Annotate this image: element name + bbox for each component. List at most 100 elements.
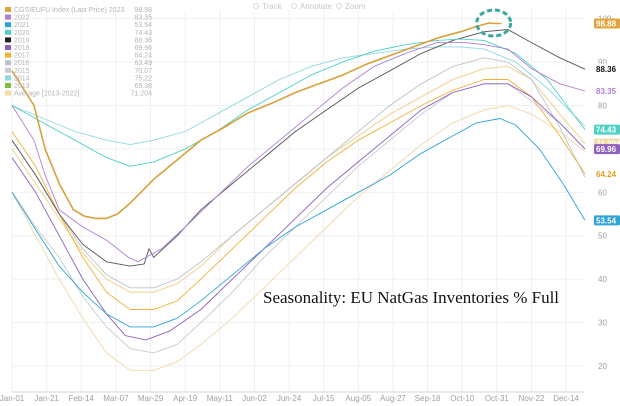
value-badge-text: 74.43	[596, 126, 617, 135]
value-badge-box	[594, 168, 620, 179]
legend-value: 70.07	[134, 68, 152, 75]
value-badge: 98.88	[594, 18, 620, 29]
legend-value: 75.22	[134, 75, 152, 82]
series-line-2023	[11, 22, 502, 220]
value-badge-box	[594, 144, 620, 155]
legend-label: Average [2013-2022]	[14, 91, 79, 98]
value-badge: 88.36	[594, 64, 620, 75]
y-tick-label: 80	[598, 102, 607, 111]
legend-label: 2022	[14, 15, 30, 22]
x-tick-label: Aug-27	[380, 394, 406, 403]
toolbar-label: Annotate	[300, 2, 333, 11]
legend-label: 2015	[14, 68, 30, 75]
legend-label: 2013	[14, 83, 30, 90]
legend-item: 2022 83.35	[5, 14, 152, 22]
legend-swatch	[5, 22, 11, 28]
legend-item: 2017 64.24	[5, 52, 152, 60]
legend-label: CGSIEUFU Index (Last Price) 2023	[14, 7, 125, 14]
toolbar-track[interactable]: Track	[253, 2, 283, 11]
legend-label: 2019	[14, 37, 30, 44]
series-line-2019	[11, 29, 586, 267]
toolbar-icon	[336, 3, 342, 9]
x-tick-label: May-11	[207, 394, 234, 403]
x-tick-label: Dec-14	[553, 394, 579, 403]
toolbar-icon	[253, 3, 259, 9]
legend-swatch	[5, 67, 11, 73]
x-tick-label: Sep-18	[415, 394, 441, 403]
x-tick-label: Mar-29	[138, 394, 164, 403]
value-badge-text: 88.36	[596, 65, 617, 74]
legend-swatch	[5, 60, 11, 66]
highlight-circle	[475, 8, 513, 38]
x-tick-label: Jun-02	[242, 394, 267, 403]
value-badge-box	[594, 215, 620, 226]
series-line-2021	[11, 118, 586, 328]
legend-label: 2021	[14, 22, 30, 29]
y-tick-label: 60	[598, 188, 607, 197]
series-line-2017	[11, 79, 586, 310]
x-tick-label: Jul-15	[313, 394, 335, 403]
chart-toolbar: Track Annotate Zoom	[253, 2, 366, 11]
legend-swatch	[5, 83, 11, 88]
legend-swatch	[5, 52, 11, 58]
series-line-2016	[11, 57, 586, 289]
y-tick-label: 90	[598, 58, 607, 67]
legend-value: 64.24	[134, 53, 152, 60]
series-lines	[11, 22, 586, 371]
series-line-2020	[11, 38, 586, 167]
toolbar-zoom[interactable]: Zoom	[336, 2, 366, 11]
value-badge-text: 69.96	[596, 145, 617, 154]
chart-annotation: Seasonality: EU NatGas Inventories % Ful…	[263, 288, 559, 307]
legend-item: 2020 74.43	[5, 29, 152, 37]
legend-swatch	[5, 29, 11, 35]
value-badge-text: 83.35	[596, 87, 617, 96]
legend-value: 71.204	[131, 91, 153, 98]
legend-swatch	[5, 75, 11, 81]
toolbar-icon	[291, 3, 297, 9]
toolbar-label: Zoom	[345, 2, 366, 11]
x-tick-label: Apr-19	[173, 394, 198, 403]
x-tick-label: Jun-24	[277, 394, 302, 403]
legend-swatch	[5, 14, 11, 20]
value-badge: 69.96	[594, 144, 620, 155]
legend-value: 74.43	[134, 30, 152, 37]
series-line-2013	[11, 105, 586, 371]
value-badge-box	[594, 124, 620, 135]
y-tick-label: 40	[598, 275, 607, 284]
legend-item: CGSIEUFU Index (Last Price) 2023 98.88	[5, 7, 152, 14]
legend-item: Average [2013-2022] 71.204	[5, 90, 153, 98]
legend-label: 2016	[14, 60, 30, 67]
legend-swatch	[5, 90, 11, 96]
legend-item: 2021 53.54	[5, 22, 152, 29]
legend-value: 53.54	[134, 22, 152, 29]
legend-swatch	[5, 45, 11, 50]
x-tick-label: Nov-22	[519, 394, 545, 403]
legend-value: 88.36	[134, 37, 152, 44]
x-tick-label: Jan-01	[0, 394, 25, 403]
value-badge-text: 53.54	[596, 216, 617, 225]
x-tick-label: Jan-21	[34, 394, 59, 403]
legend-item: 2018 69.96	[5, 45, 152, 52]
y-tick-label: 50	[598, 232, 607, 241]
last-value-labels: 98.8888.3683.3574.4371.20469.9664.2453.5…	[594, 18, 620, 226]
y-tick-label: 30	[598, 319, 607, 328]
value-badge-box	[594, 64, 620, 75]
value-badge-text: 98.88	[596, 20, 617, 29]
value-badge: 53.54	[594, 215, 620, 226]
value-badge-box	[594, 18, 620, 29]
legend-label: 2014	[14, 75, 30, 82]
legend-swatch	[5, 37, 11, 43]
y-tick-label: 20	[598, 362, 607, 371]
toolbar-annotate[interactable]: Annotate	[291, 2, 333, 11]
x-tick-label: Feb-14	[69, 394, 95, 403]
series-line-2014	[11, 46, 586, 146]
series-line-2022	[11, 42, 586, 263]
series-line-average-2013-2022-	[11, 65, 586, 293]
legend-item: 2019 88.36	[5, 37, 152, 44]
legend-value: 63.49	[134, 60, 152, 67]
x-tick-label: Aug-05	[345, 394, 371, 403]
legend-value: 83.35	[134, 15, 152, 22]
legend-label: 2018	[14, 45, 30, 52]
series-line-2018	[11, 83, 586, 341]
value-badge: 83.35	[594, 85, 620, 96]
